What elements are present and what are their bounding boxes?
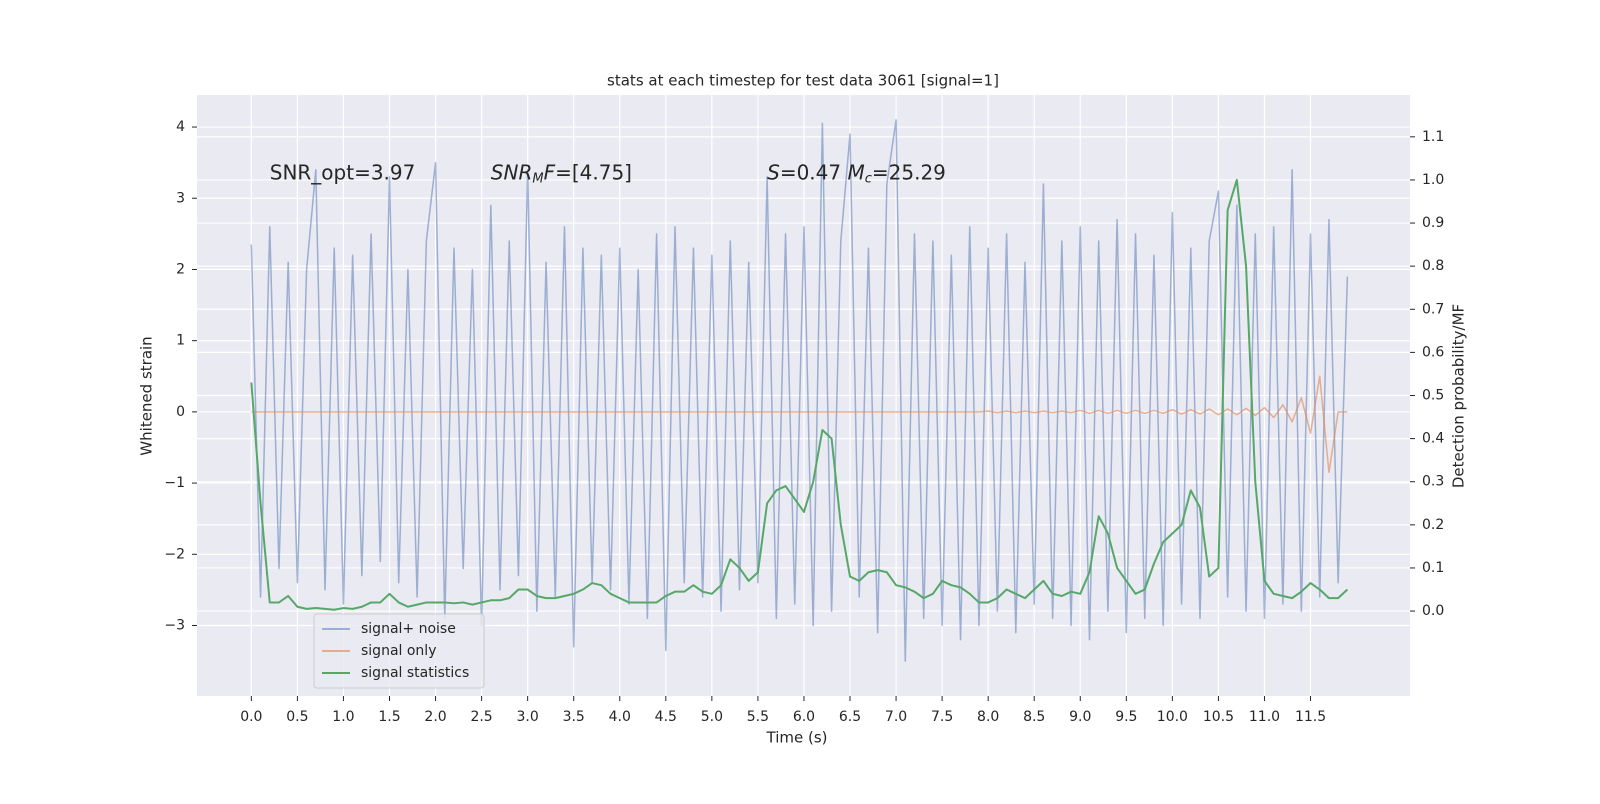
x-tick-label: 4.0 bbox=[609, 709, 631, 725]
y2-axis-label: Detection probability/MF bbox=[1450, 304, 1468, 488]
y2-tick-label: 0.5 bbox=[1422, 388, 1444, 404]
annotation-part: c bbox=[865, 171, 872, 186]
x-tick-label: 8.5 bbox=[1023, 709, 1045, 725]
y2-tick-label: 1.0 bbox=[1422, 172, 1444, 188]
series-line bbox=[251, 375, 1348, 474]
x-tick-label: 3.5 bbox=[563, 709, 585, 725]
x-tick-label: 2.5 bbox=[470, 709, 492, 725]
x-tick-label: 7.5 bbox=[931, 709, 953, 725]
y2-tick-label: 0.3 bbox=[1422, 474, 1444, 490]
annotation-part: SNR_opt=3.97 bbox=[270, 160, 416, 184]
annotation-part: S bbox=[767, 160, 780, 184]
x-tick-label: 8.0 bbox=[977, 709, 999, 725]
y-tick-label: −2 bbox=[164, 546, 185, 562]
x-tick-label: 10.0 bbox=[1157, 709, 1188, 725]
x-tick-label: 0.0 bbox=[240, 709, 262, 725]
annotation-part: F bbox=[544, 160, 556, 184]
x-tick-label: 2.0 bbox=[424, 709, 446, 725]
x-tick-label: 1.0 bbox=[332, 709, 354, 725]
series-line bbox=[250, 178, 1349, 611]
marks bbox=[250, 119, 1349, 662]
y-tick-label: 2 bbox=[176, 261, 185, 277]
legend-label: signal+ noise bbox=[361, 621, 456, 637]
y2-tick-label: 0.0 bbox=[1422, 603, 1444, 619]
x-tick-label: 11.5 bbox=[1295, 709, 1326, 725]
x-tick-label: 4.5 bbox=[655, 709, 677, 725]
annotations: SNR_opt=3.97 SNRMF=[4.75] S=0.47 Mc=25.29 bbox=[270, 160, 946, 186]
y2-tick-label: 0.9 bbox=[1422, 215, 1444, 231]
x-tick-label: 9.0 bbox=[1069, 709, 1091, 725]
y-tick-label: 1 bbox=[176, 333, 185, 349]
x-tick-label: 10.5 bbox=[1203, 709, 1234, 725]
annotation-part: M bbox=[847, 160, 864, 184]
x-tick-label: 5.0 bbox=[701, 709, 723, 725]
grid bbox=[197, 95, 1410, 696]
x-tick-label: 0.5 bbox=[286, 709, 308, 725]
y2-tick-label: 0.2 bbox=[1422, 517, 1444, 533]
annotation-part: =0.47 bbox=[780, 160, 848, 184]
x-tick-label: 3.0 bbox=[517, 709, 539, 725]
x-tick-label: 5.5 bbox=[747, 709, 769, 725]
x-axis-label: Time (s) bbox=[766, 729, 828, 747]
x-tick-label: 6.5 bbox=[839, 709, 861, 725]
y2-tick-label: 0.6 bbox=[1422, 344, 1444, 360]
annotation: SNR_opt=3.97 bbox=[270, 160, 416, 184]
legend-label: signal statistics bbox=[361, 665, 469, 681]
x-tick-label: 9.5 bbox=[1115, 709, 1137, 725]
y2-tick-label: 0.1 bbox=[1422, 560, 1444, 576]
annotation-part: =25.29 bbox=[872, 160, 946, 184]
y-tick-label: −1 bbox=[164, 475, 185, 491]
annotation: S=0.47 Mc=25.29 bbox=[767, 160, 946, 186]
chart-title: stats at each timestep for test data 306… bbox=[607, 72, 999, 90]
y2-tick-label: 0.4 bbox=[1422, 431, 1444, 447]
legend-label: signal only bbox=[361, 643, 436, 659]
x-tick-label: 11.0 bbox=[1249, 709, 1280, 725]
y2-tick-label: 0.7 bbox=[1422, 301, 1444, 317]
y-tick-label: 4 bbox=[176, 119, 185, 135]
annotation: SNRMF=[4.75] bbox=[491, 160, 632, 186]
x-tick-label: 6.0 bbox=[793, 709, 815, 725]
ticks: 0.0 0.5 1.0 1.5 2.0 2.5 3.0 3.5 4.0 4.5 5.0 5.5 6.0 6… bbox=[164, 119, 1444, 725]
y-tick-label: 0 bbox=[176, 404, 185, 420]
y2-tick-label: 0.8 bbox=[1422, 258, 1444, 274]
annotation-part: M bbox=[532, 171, 543, 186]
y-tick-label: 3 bbox=[176, 190, 185, 206]
y-tick-label: −3 bbox=[164, 618, 185, 634]
x-tick-label: 1.5 bbox=[378, 709, 400, 725]
annotation-part: =[4.75] bbox=[555, 160, 632, 184]
legend: signal+ noise signal only signal statistic… bbox=[313, 613, 485, 689]
x-tick-label: 7.0 bbox=[885, 709, 907, 725]
legend-box bbox=[313, 613, 485, 689]
y-axis-label: Whitened strain bbox=[138, 336, 156, 455]
series-line bbox=[250, 119, 1349, 662]
y2-tick-label: 1.1 bbox=[1422, 129, 1444, 145]
annotation-part: SNR bbox=[491, 160, 533, 184]
